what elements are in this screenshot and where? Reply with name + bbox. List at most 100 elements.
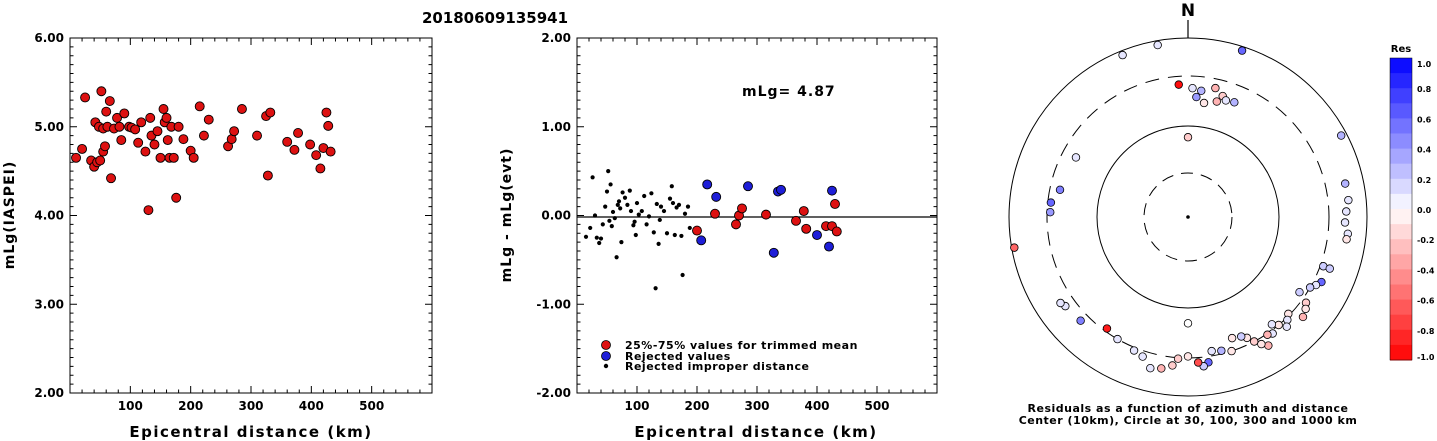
data-point-trimmed-mean [830,199,840,209]
y-tick-label: -2.00 [536,386,571,400]
data-point-trimmed-mean [710,208,720,219]
data-point [173,121,184,132]
data-point [116,135,127,146]
data-point-improper-distance [619,240,624,245]
station-residual-point [1305,283,1315,292]
data-point-trimmed-mean [692,225,702,236]
data-point-rejected [743,181,753,192]
data-point-improper-distance [620,190,625,195]
data-point [229,126,240,137]
station-residual-point [1010,243,1019,252]
data-point [140,146,151,157]
x-tick-label: 100 [624,399,649,413]
data-point-rejected [702,179,713,190]
station-residual-point [1230,98,1239,107]
data-point-improper-distance [603,204,608,209]
y-tick-label: 1.00 [541,120,571,134]
data-point-rejected [768,247,779,258]
data-point-improper-distance [631,223,636,228]
data-point-improper-distance [616,199,622,204]
colorbar-tick-label: 1.0 [1417,60,1432,69]
colorbar-cell [1390,133,1412,150]
colorbar-tick-label: -0.4 [1417,266,1435,275]
colorbar-tick-label: 0.2 [1417,176,1431,185]
plot-frame [69,37,433,394]
data-point-improper-distance [610,209,616,215]
colorbar-cell [1390,58,1412,74]
data-point-trimmed-mean [798,206,809,217]
data-point [289,144,300,155]
station-residual-point [1192,92,1201,102]
data-point-improper-distance [680,272,685,278]
y-tick-label: -1.00 [536,297,571,311]
data-point [80,92,91,103]
data-point-improper-distance [651,230,656,235]
data-point-improper-distance [594,235,599,240]
colorbar-tick-label: -0.8 [1417,327,1435,336]
data-point [321,107,332,118]
data-point-improper-distance [612,216,617,221]
station-residual-point [1173,354,1183,363]
data-point-trimmed-mean [801,223,812,234]
data-point-improper-distance [670,200,676,206]
circle-100km [1096,125,1280,309]
x-tick-label: 200 [178,399,203,413]
data-point-trimmed-mean [791,215,801,226]
data-point-improper-distance [682,211,688,216]
legend-label: Rejected improper distance [625,360,809,373]
y-tick-label: 6.00 [34,31,64,45]
circle-300km [1046,75,1330,359]
data-point [101,106,112,117]
data-point-trimmed-mean [831,226,842,237]
circle-30km [1143,172,1233,262]
residual-distance-plot: mLg - mLg(evt) Epicentral distance (km) … [499,31,938,441]
colorbar-tick-label: -0.2 [1417,236,1435,245]
data-point [158,104,169,114]
station-residual-point [1138,352,1147,361]
data-point-improper-distance [632,219,637,224]
data-point [323,120,334,131]
data-point-improper-distance [676,202,682,207]
data-point-rejected [812,230,822,240]
data-point-rejected [824,241,834,252]
station-residual-point [1183,319,1193,328]
station-residual-point [1071,153,1081,162]
legend-label: Rejected values [625,350,731,363]
colorbar-cell [1390,314,1412,331]
data-point-improper-distance [604,189,610,194]
legend-marker-black [603,363,609,369]
station-residual-point [1056,298,1065,308]
colorbar-cell [1390,299,1412,316]
data-point-improper-distance [600,222,605,227]
colorbar-tick-label: 0.8 [1417,85,1432,94]
data-point-improper-distance [622,195,628,200]
data-point-improper-distance [588,225,593,231]
north-label: N [1181,1,1195,21]
station-residual-point [1340,218,1350,227]
data-point [188,152,199,163]
colorbar-cell [1390,344,1412,361]
data-point [155,152,166,163]
data-point-improper-distance [609,224,614,229]
data-point [178,134,189,145]
data-point [104,96,115,106]
colorbar-cell [1390,88,1412,104]
station-residual-point [1336,131,1346,140]
mean-magnitude-annotation: mLg= 4.87 [742,84,836,100]
y-axis-label: mLg - mLg(evt) [499,148,515,283]
colorbar-frame [1389,57,1413,361]
x-tick-label: 300 [744,399,769,413]
data-point [315,163,326,174]
data-point-improper-distance [669,184,674,189]
y-axis-label: mLg(IASPEI) [2,161,18,270]
data-point-improper-distance [590,175,595,180]
data-point [119,108,130,119]
x-tick-label: 300 [238,399,263,413]
data-point-improper-distance [687,225,692,231]
data-point [130,124,141,135]
data-point-improper-distance [597,240,602,246]
station-residual-point [1325,264,1334,273]
data-point-improper-distance [618,206,623,211]
colorbar-cell [1390,178,1412,195]
data-point-improper-distance [639,208,644,214]
